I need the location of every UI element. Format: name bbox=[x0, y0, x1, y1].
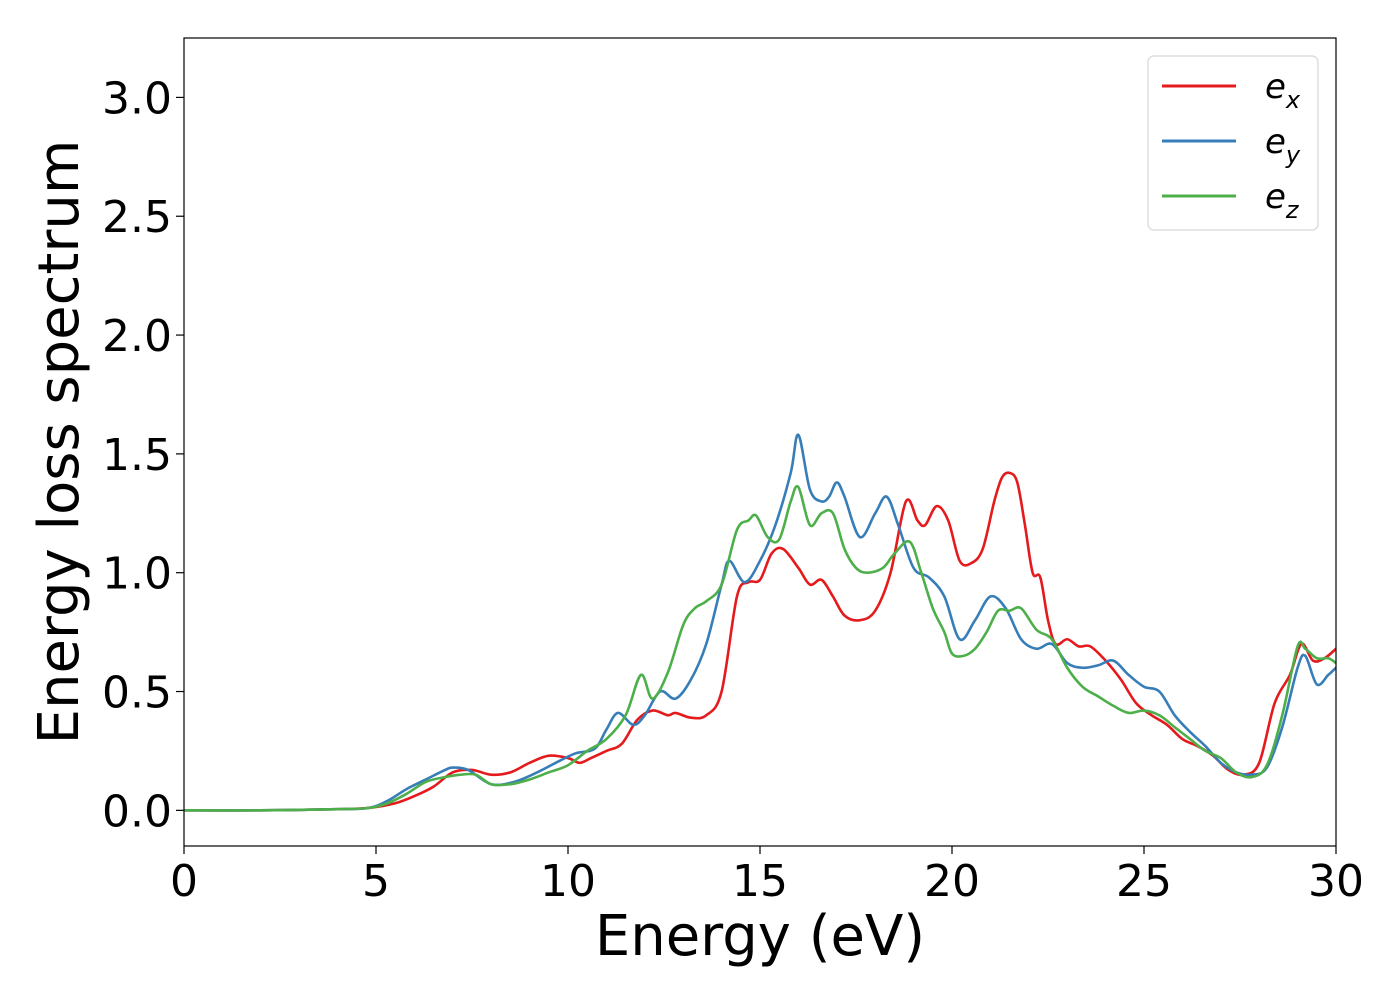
y-axis: 0.0 0.5 1.0 1.5 2.0 2.5 3.0 bbox=[102, 73, 184, 837]
y-tick-label: 2.5 bbox=[102, 192, 172, 243]
y-tick-label: 1.0 bbox=[102, 549, 172, 600]
series-line-ez bbox=[184, 484, 1336, 812]
y-tick-label: 3.0 bbox=[102, 73, 172, 124]
series-line-ex bbox=[184, 471, 1336, 812]
x-tick-label: 30 bbox=[1308, 856, 1364, 907]
x-axis-label: Energy (eV) bbox=[595, 904, 925, 969]
x-tick-label: 0 bbox=[170, 856, 198, 907]
legend-box bbox=[1147, 55, 1319, 231]
x-tick-label: 10 bbox=[540, 856, 596, 907]
x-tick-label: 5 bbox=[362, 856, 390, 907]
x-tick-label: 25 bbox=[1116, 856, 1172, 907]
legend-label-ez: ez bbox=[1265, 177, 1300, 224]
legend-label-ex: ex bbox=[1265, 67, 1301, 114]
series-layer bbox=[184, 433, 1336, 812]
y-tick-label: 0.5 bbox=[102, 668, 172, 719]
x-tick-label: 20 bbox=[924, 856, 980, 907]
y-tick-label: 1.5 bbox=[102, 430, 172, 481]
x-axis: 0 5 10 15 20 25 30 bbox=[170, 846, 1364, 907]
legend: ex ey ez bbox=[1147, 55, 1319, 231]
x-tick-label: 15 bbox=[732, 856, 788, 907]
legend-label-ey: ey bbox=[1265, 122, 1301, 169]
y-tick-label: 0.0 bbox=[102, 786, 172, 837]
y-tick-label: 2.0 bbox=[102, 311, 172, 362]
y-axis-label: Energy loss spectrum bbox=[27, 140, 92, 745]
series-line-ey bbox=[184, 433, 1336, 812]
